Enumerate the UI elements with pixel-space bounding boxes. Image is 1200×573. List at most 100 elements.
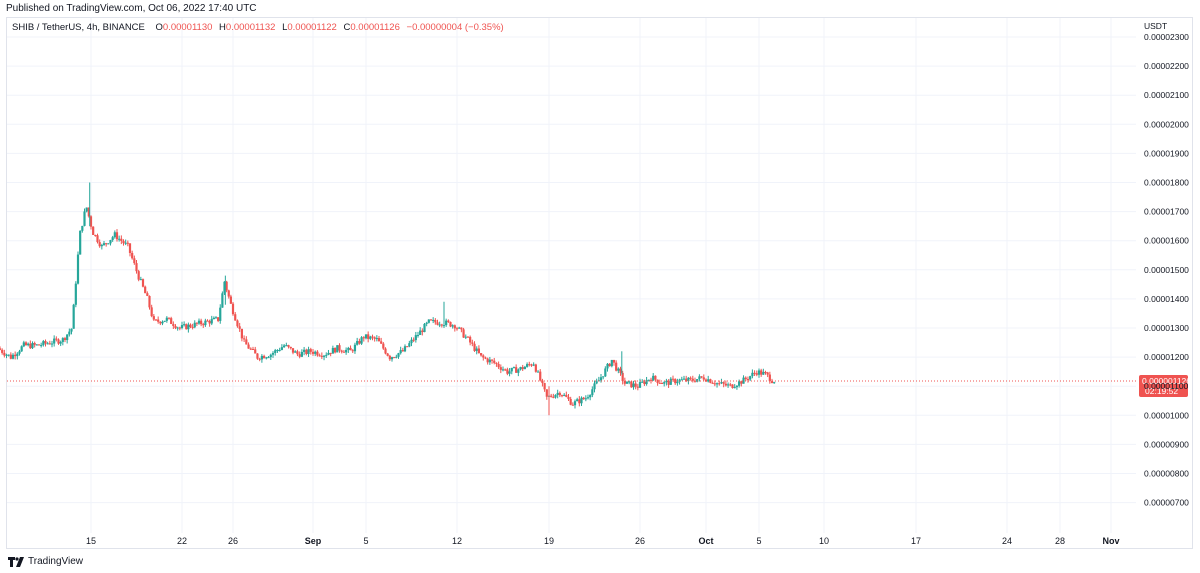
candle-body [753, 372, 756, 374]
candle-body [345, 349, 348, 353]
candle-body [595, 381, 598, 384]
candle-body [738, 381, 741, 386]
candle-body [377, 338, 381, 342]
candle-body [636, 386, 639, 388]
candle-body [53, 338, 56, 344]
candle-body [338, 345, 341, 351]
candle-body [16, 353, 19, 357]
candle-body [479, 353, 483, 356]
candle-body [362, 337, 365, 339]
candle-body [260, 355, 263, 360]
x-tick-label: 10 [819, 536, 829, 546]
candle-body [770, 381, 774, 383]
candle-body [360, 337, 363, 344]
candle-body [543, 383, 546, 390]
candle-body [473, 343, 476, 351]
candle-body [617, 368, 620, 371]
candle-body [726, 384, 730, 386]
candle-body [202, 324, 205, 326]
candle-body [265, 357, 268, 359]
candle-body [240, 328, 243, 339]
candle-body [105, 243, 108, 245]
candle-body [316, 351, 319, 356]
candle-body [247, 344, 250, 349]
candle-body [9, 354, 12, 359]
candle-body [711, 382, 714, 384]
y-tick-label: 0.00001000 [1144, 410, 1189, 420]
candle-body [586, 397, 590, 399]
candle-body [652, 375, 655, 381]
candle-body [462, 329, 465, 338]
candle-body [490, 359, 494, 361]
candle-body [176, 327, 179, 329]
candle-body [296, 351, 299, 355]
candle-body [630, 381, 633, 388]
candle-body [358, 341, 361, 344]
candle-body [534, 364, 537, 372]
candle-body [427, 319, 430, 323]
candle-body [707, 379, 710, 382]
x-tick-label: 28 [1055, 536, 1065, 546]
candle-body [388, 355, 391, 360]
tradingview-brand[interactable]: TradingView [8, 556, 83, 567]
candle-body [40, 345, 43, 347]
candle-body [367, 334, 370, 339]
candle-body [573, 401, 577, 406]
candle-body [74, 283, 77, 305]
candle-body [517, 369, 520, 373]
candle-body [364, 334, 368, 339]
candle-body [29, 343, 32, 349]
candle-body [44, 341, 47, 344]
candle-body [66, 334, 69, 341]
last-price-label: 0.000001126 [1142, 376, 1191, 386]
candle-body [682, 378, 686, 380]
candle-body [163, 320, 166, 322]
candle-body [645, 380, 648, 385]
candle-body [395, 356, 398, 358]
candle-body [499, 367, 502, 370]
candle-body [530, 364, 533, 366]
candle-body [628, 381, 631, 383]
candle-body [610, 359, 613, 367]
time-axis: 15 22 26 Sep 5 12 19 26 Oct 5 10 17 24 28 Nov [86, 536, 1120, 546]
candle-body [563, 394, 566, 396]
candle-body [390, 357, 394, 360]
legend-close-value: 0.00001126 [350, 22, 400, 33]
x-tick-label: 12 [452, 536, 462, 546]
candle-body [709, 379, 712, 383]
candle-body [285, 345, 288, 347]
candle-body [724, 383, 727, 386]
candle-body [369, 336, 372, 339]
candle-body [254, 349, 257, 354]
legend-low-label: L [282, 22, 288, 33]
candle-body [764, 371, 767, 373]
candle-body [183, 324, 186, 326]
candle-body [497, 363, 500, 368]
candle-body [445, 320, 448, 326]
candle-body [773, 382, 776, 384]
candle-body [59, 341, 62, 344]
candle-body [174, 326, 177, 329]
published-notice: Published on TradingView.com, Oct 06, 20… [6, 3, 257, 14]
candle-body [757, 370, 761, 375]
candle-body [0, 348, 2, 350]
candle-body [172, 323, 175, 327]
y-tick-label: 0.00001100 [1144, 381, 1189, 391]
candle-body [451, 325, 454, 327]
candle-body [525, 364, 529, 367]
candle-body [471, 342, 474, 344]
candle-body [508, 371, 511, 374]
candle-body [416, 334, 420, 336]
candle-body [128, 243, 132, 253]
candle-body [669, 378, 672, 385]
candle-body [139, 279, 142, 281]
candle-body [495, 362, 498, 364]
candle-body [436, 322, 439, 325]
candle-body [713, 383, 716, 385]
candle-body [393, 357, 396, 359]
y-tick-label: 0.00001500 [1144, 265, 1189, 275]
candle-body [154, 319, 158, 321]
candle-body [178, 327, 181, 329]
candle-body [111, 237, 114, 241]
